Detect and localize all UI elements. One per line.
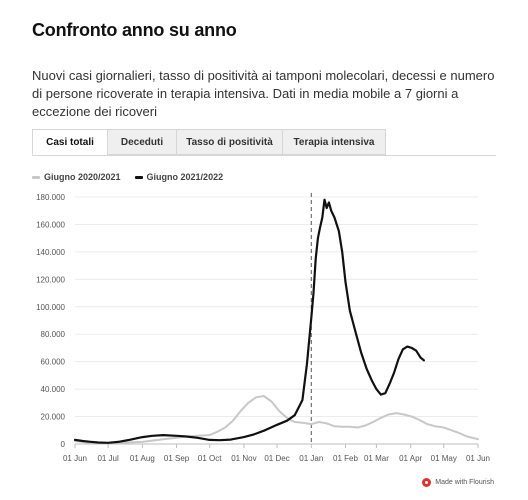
chart-subtitle: Nuovi casi giornalieri, tasso di positiv… <box>32 68 495 119</box>
tab-terapia-intensiva[interactable]: Terapia intensiva <box>282 129 386 155</box>
chart-title: Confronto anno su anno <box>32 20 237 40</box>
legend-swatch-2020-2021 <box>32 175 40 179</box>
legend-swatch-2021-2022 <box>134 175 143 179</box>
legend-item-2020-2021[interactable]: Giugno 2020/2021 <box>32 172 121 182</box>
x-tick-label: 01 Nov <box>231 454 256 463</box>
x-tick-label: 01 Apr <box>399 454 422 463</box>
legend-label-2021-2022: Giugno 2021/2022 <box>146 172 224 182</box>
y-tick-label: 80.000 <box>41 330 66 339</box>
tab-tasso-positivita[interactable]: Tasso di positività <box>176 129 283 155</box>
tab-divider <box>32 155 496 156</box>
x-tick-label: 01 Mar <box>364 454 389 463</box>
legend-item-2021-2022[interactable]: Giugno 2021/2022 <box>134 172 224 182</box>
series-line-2021-2022 <box>73 198 425 444</box>
tab-casi-totali[interactable]: Casi totali <box>32 129 108 155</box>
tab-bar: Casi totali Deceduti Tasso di positività… <box>32 129 386 155</box>
x-tick-label: 01 Jan <box>299 454 323 463</box>
y-tick-label: 0 <box>61 440 66 449</box>
series-line-2020-2021 <box>74 395 479 445</box>
x-tick-label: 01 Feb <box>333 454 358 463</box>
y-tick-label: 100.000 <box>36 303 65 312</box>
footer-credit-label: Made with Flourish <box>435 479 494 486</box>
x-tick-label: 01 Jun <box>63 454 87 463</box>
footer-credit[interactable]: Made with Flourish <box>422 478 494 487</box>
y-tick-label: 140.000 <box>36 248 65 257</box>
y-tick-label: 60.000 <box>41 358 66 367</box>
x-tick-label: 01 Jun <box>466 454 490 463</box>
legend-label-2020-2021: Giugno 2020/2021 <box>44 172 121 182</box>
y-tick-label: 20.000 <box>41 413 66 422</box>
flourish-logo-icon <box>422 478 432 487</box>
x-tick-label: 01 Jul <box>97 454 119 463</box>
x-tick-label: 01 Dec <box>264 454 289 463</box>
legend: Giugno 2020/2021 Giugno 2021/2022 <box>32 172 237 182</box>
y-tick-label: 40.000 <box>41 385 66 394</box>
x-tick-label: 01 May <box>431 454 457 463</box>
tab-deceduti[interactable]: Deceduti <box>107 129 177 155</box>
x-tick-label: 01 Aug <box>130 454 155 463</box>
y-tick-label: 120.000 <box>36 275 65 284</box>
line-chart: 0 20.000 40.000 60.000 80.000 100.000 120.000 1… <box>36 193 490 463</box>
x-tick-label: 01 Oct <box>198 454 222 463</box>
x-tick-label: 01 Sep <box>164 454 190 463</box>
y-tick-label: 180.000 <box>36 193 65 202</box>
y-tick-label: 160.000 <box>36 220 65 229</box>
